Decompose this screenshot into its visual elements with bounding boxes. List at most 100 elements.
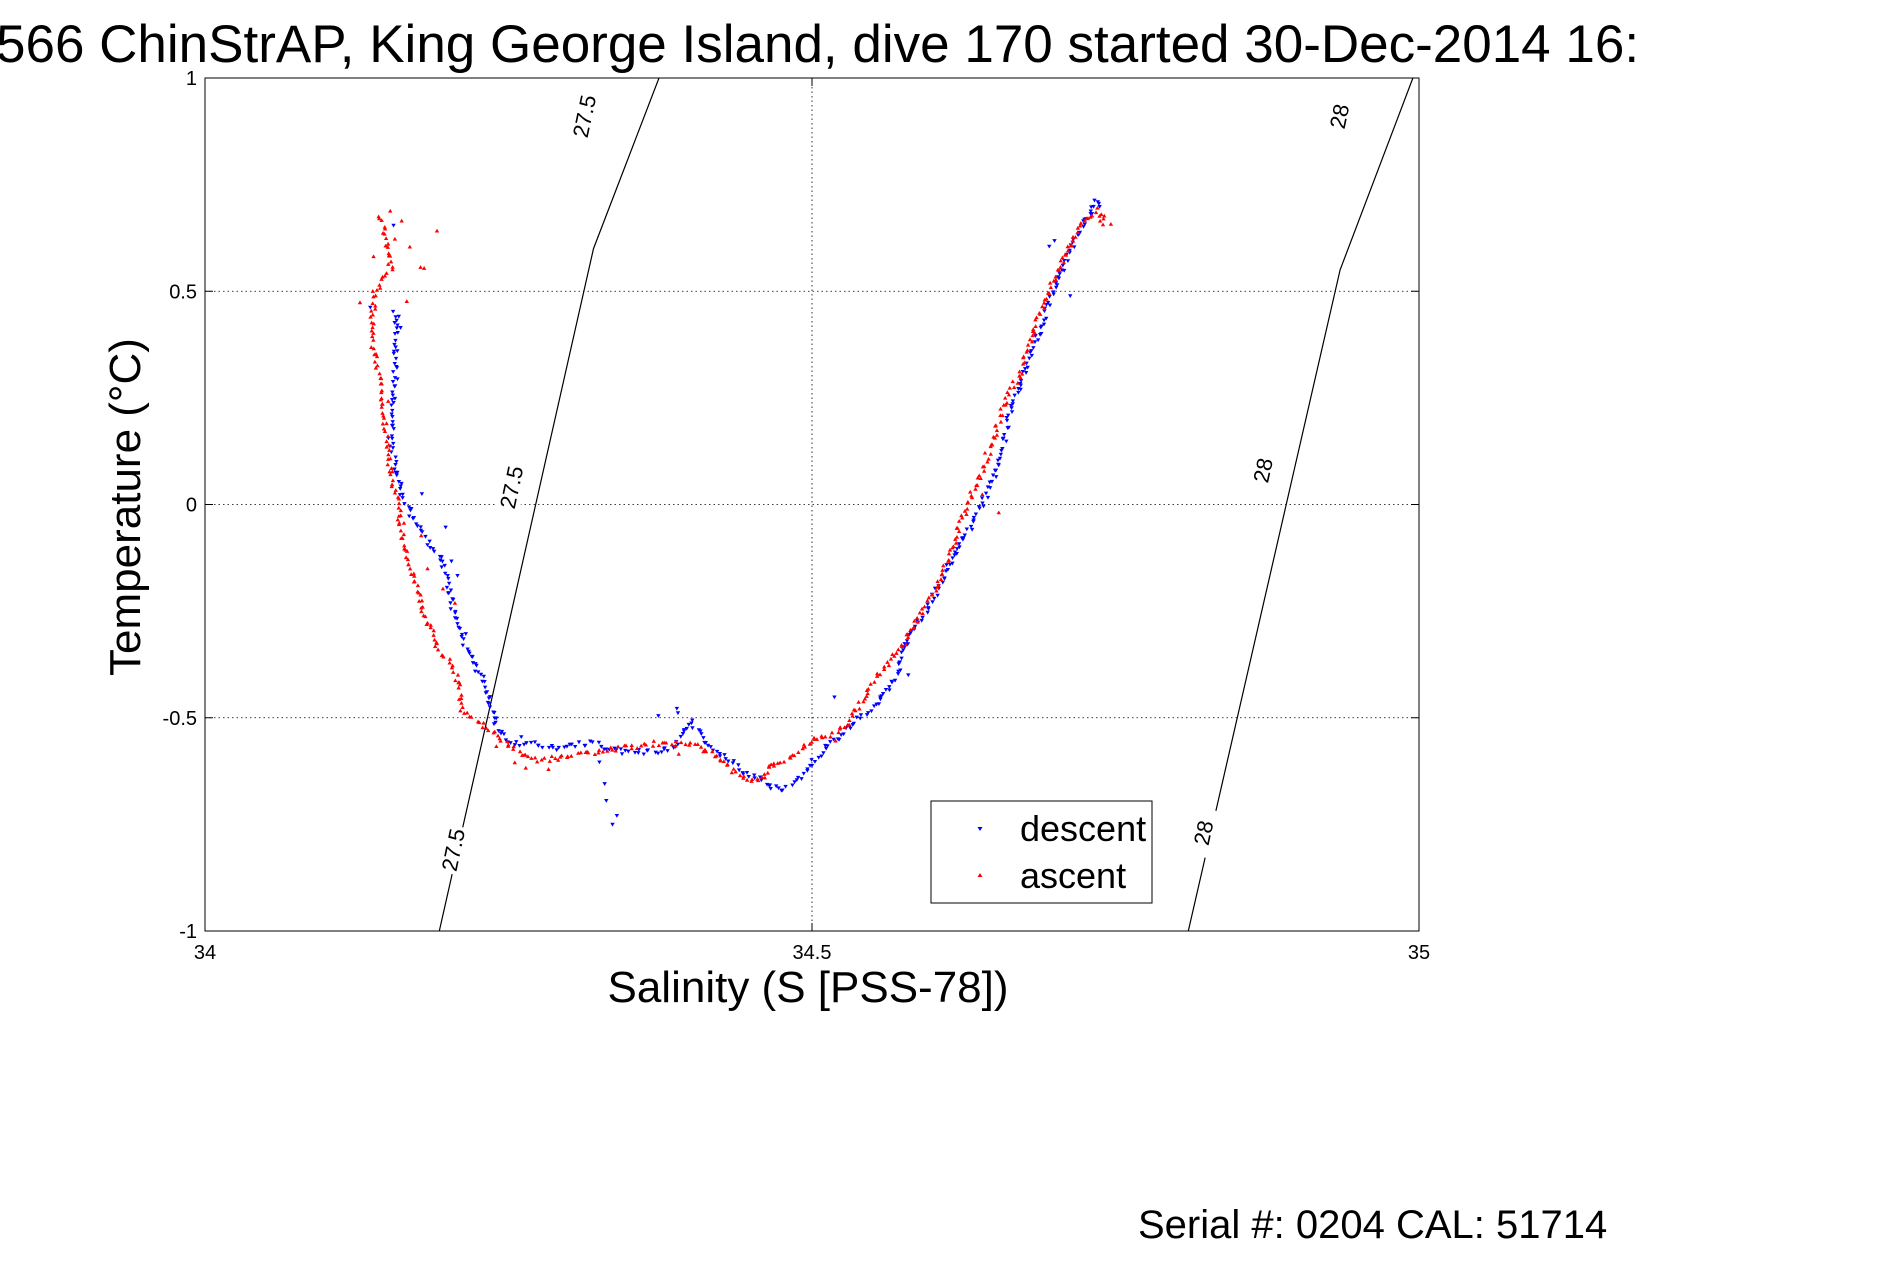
data-point-ascent bbox=[457, 682, 463, 687]
data-point-ascent bbox=[946, 551, 952, 556]
data-point-ascent bbox=[650, 743, 656, 748]
data-point-descent bbox=[395, 377, 400, 382]
data-point-descent bbox=[390, 423, 396, 428]
data-point-ascent bbox=[962, 508, 968, 513]
data-point-ascent bbox=[741, 775, 746, 780]
data-point-ascent bbox=[378, 397, 384, 402]
data-point-descent bbox=[926, 606, 931, 610]
data-point-ascent bbox=[385, 462, 390, 467]
data-point-descent bbox=[396, 314, 402, 319]
data-point-ascent bbox=[744, 777, 750, 782]
data-point-descent bbox=[397, 493, 403, 497]
data-point-ascent bbox=[896, 647, 901, 652]
data-point-ascent bbox=[393, 488, 398, 492]
data-point-ascent bbox=[766, 763, 772, 768]
data-point-ascent bbox=[379, 390, 384, 395]
data-point-ascent bbox=[396, 505, 401, 510]
data-point-descent bbox=[413, 522, 419, 527]
data-point-ascent bbox=[953, 537, 958, 541]
data-point-descent bbox=[985, 495, 991, 500]
data-point-ascent bbox=[1048, 285, 1054, 290]
data-point-ascent bbox=[398, 508, 404, 513]
data-point-descent bbox=[1009, 406, 1014, 411]
data-point-descent bbox=[1035, 338, 1041, 343]
data-point-descent bbox=[496, 729, 501, 733]
data-point-ascent bbox=[845, 722, 850, 727]
data-point-ascent bbox=[1053, 274, 1058, 279]
data-point-ascent bbox=[396, 501, 402, 506]
data-point-ascent bbox=[380, 402, 385, 406]
data-point-descent bbox=[783, 784, 788, 789]
data-point-ascent bbox=[1058, 264, 1063, 269]
data-point-ascent bbox=[643, 742, 649, 747]
data-point-descent bbox=[678, 734, 683, 739]
data-point-descent bbox=[393, 356, 399, 361]
data-point-descent bbox=[470, 655, 475, 659]
data-point-ascent bbox=[953, 540, 959, 545]
data-point-descent bbox=[512, 743, 518, 747]
data-point-ascent bbox=[929, 592, 935, 597]
data-point-descent bbox=[398, 326, 403, 330]
data-point-ascent bbox=[418, 592, 423, 597]
data-point-ascent bbox=[701, 749, 706, 754]
data-point-descent bbox=[445, 573, 450, 578]
data-point-ascent bbox=[357, 300, 363, 305]
data-point-descent bbox=[400, 496, 405, 500]
data-point-ascent bbox=[1101, 216, 1106, 221]
data-point-descent bbox=[1025, 365, 1030, 370]
data-point-descent bbox=[572, 744, 578, 749]
data-point-ascent bbox=[418, 265, 423, 269]
data-point-descent bbox=[1022, 367, 1028, 371]
y-tick-label: 1 bbox=[186, 68, 197, 90]
data-point-ascent bbox=[926, 595, 932, 600]
data-point-descent bbox=[1057, 272, 1062, 276]
data-point-ascent bbox=[372, 352, 377, 357]
data-point-descent bbox=[645, 748, 651, 753]
data-point-descent bbox=[448, 607, 453, 612]
data-point-descent bbox=[1051, 290, 1056, 295]
data-point-ascent bbox=[370, 325, 375, 330]
data-point-ascent bbox=[837, 725, 843, 730]
data-point-ascent bbox=[453, 678, 458, 683]
data-point-ascent bbox=[379, 218, 384, 222]
data-point-ascent bbox=[1060, 255, 1065, 260]
legend-label-ascent: ascent bbox=[1020, 855, 1126, 896]
data-point-descent bbox=[983, 491, 989, 496]
data-point-ascent bbox=[390, 478, 396, 483]
data-point-descent bbox=[736, 768, 742, 773]
data-point-ascent bbox=[969, 493, 974, 498]
data-point-ascent bbox=[965, 506, 970, 511]
data-point-descent bbox=[449, 559, 454, 564]
data-point-ascent bbox=[1025, 348, 1030, 352]
data-point-ascent bbox=[888, 656, 894, 661]
data-point-ascent bbox=[505, 744, 511, 748]
data-point-descent bbox=[395, 323, 400, 328]
data-point-ascent bbox=[389, 466, 394, 470]
data-point-ascent bbox=[1031, 327, 1036, 332]
data-point-descent bbox=[395, 349, 400, 354]
data-point-ascent bbox=[1021, 354, 1026, 359]
data-point-descent bbox=[562, 745, 567, 750]
data-point-ascent bbox=[947, 547, 953, 552]
data-point-ascent bbox=[1108, 221, 1114, 226]
data-point-descent bbox=[1027, 356, 1032, 361]
data-point-descent bbox=[521, 742, 527, 747]
data-point-descent bbox=[1031, 346, 1036, 350]
data-point-descent bbox=[394, 326, 400, 331]
data-point-ascent bbox=[374, 287, 380, 292]
data-point-ascent bbox=[1030, 333, 1035, 338]
data-point-descent bbox=[483, 691, 488, 696]
data-point-descent bbox=[390, 390, 395, 395]
data-point-ascent bbox=[1003, 395, 1008, 400]
data-point-ascent bbox=[385, 245, 391, 249]
data-point-descent bbox=[368, 305, 373, 310]
data-point-descent bbox=[588, 739, 593, 744]
data-point-descent bbox=[519, 735, 524, 740]
data-point-ascent bbox=[370, 334, 375, 339]
contour-label-gap bbox=[495, 461, 529, 514]
data-point-ascent bbox=[477, 720, 482, 725]
data-point-descent bbox=[1029, 353, 1035, 358]
data-point-ascent bbox=[392, 490, 398, 495]
data-point-descent bbox=[690, 718, 695, 723]
data-point-ascent bbox=[731, 766, 736, 771]
